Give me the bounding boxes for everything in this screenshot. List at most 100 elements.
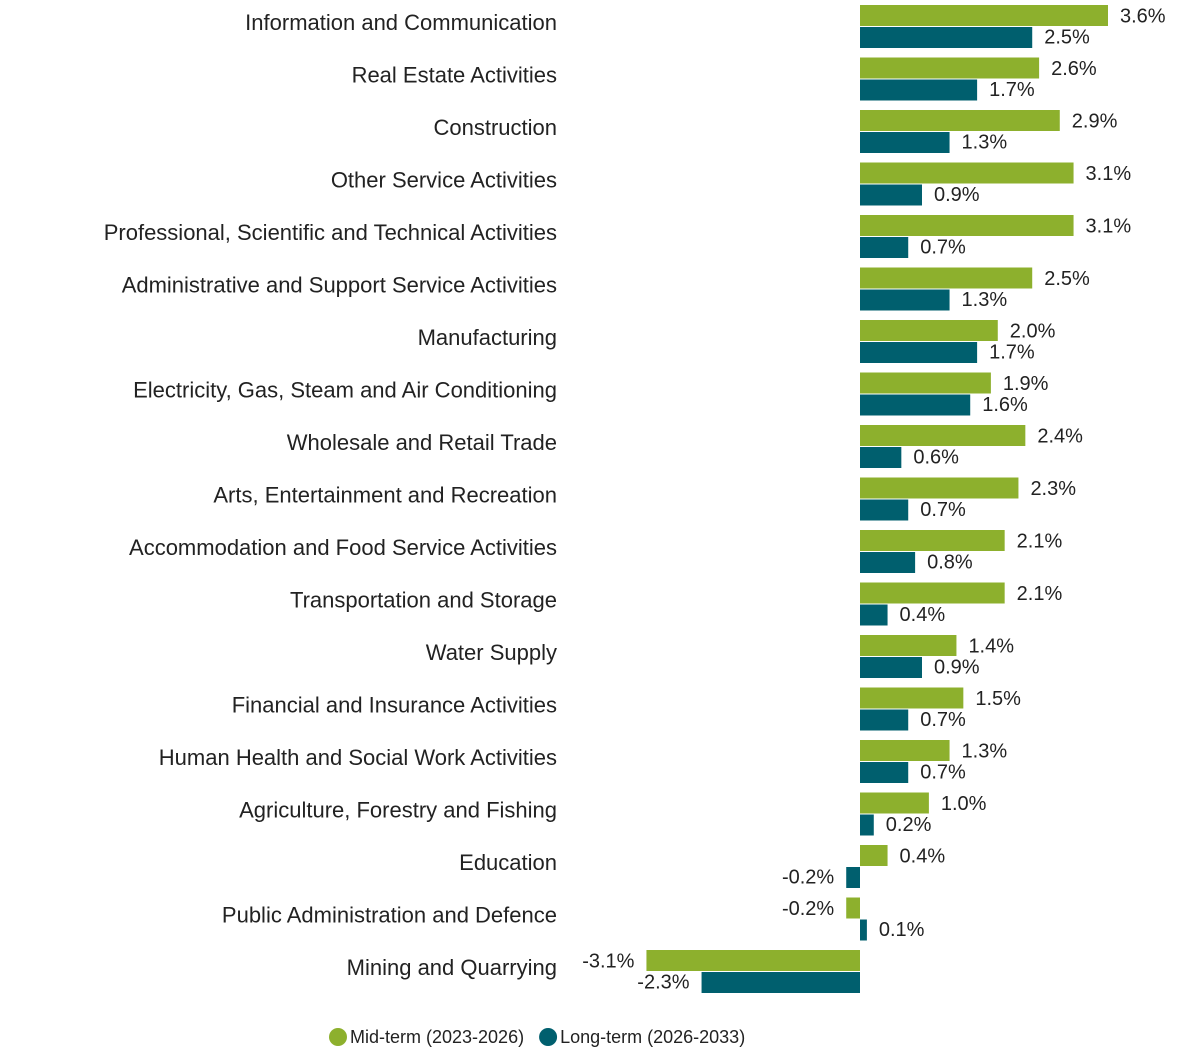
bar: [860, 530, 1005, 551]
bar: [860, 320, 998, 341]
legend-marker: [539, 1028, 558, 1046]
value-label: 1.5%: [975, 688, 1021, 710]
legend-label: Mid-term (2023-2026): [350, 1027, 524, 1047]
value-label: -0.2%: [782, 898, 834, 920]
value-label: 0.6%: [913, 446, 959, 468]
bar: [860, 709, 909, 731]
value-label: 3.1%: [1086, 163, 1132, 185]
bar: [860, 814, 874, 836]
category-label: Wholesale and Retail Trade: [287, 430, 557, 455]
category-label: Construction: [433, 115, 557, 140]
bar: [860, 162, 1074, 184]
bar: [860, 792, 929, 814]
value-label: 2.0%: [1010, 320, 1056, 342]
value-label: 1.7%: [989, 79, 1035, 101]
value-label: 0.7%: [920, 499, 966, 521]
category-label: Real Estate Activities: [352, 62, 557, 87]
bar: [860, 919, 867, 941]
value-label: 2.1%: [1017, 530, 1063, 552]
bar: [860, 342, 978, 363]
bar: [860, 79, 978, 101]
category-label: Transportation and Storage: [290, 587, 557, 612]
bar: [860, 740, 950, 761]
legend-marker: [329, 1028, 347, 1046]
category-label: Water Supply: [426, 640, 557, 665]
bar: [860, 687, 964, 709]
category-label: Administrative and Support Service Activ…: [122, 272, 557, 297]
bar: [860, 5, 1108, 26]
category-label: Information and Communication: [245, 10, 557, 35]
bar: [846, 867, 860, 888]
category-label: Agriculture, Forestry and Fishing: [239, 797, 557, 822]
value-label: 3.6%: [1120, 5, 1166, 27]
value-label: -3.1%: [582, 950, 634, 972]
category-label: Arts, Entertainment and Recreation: [213, 482, 557, 507]
bar: [860, 845, 888, 866]
bar: [860, 110, 1060, 131]
legend-label: Long-term (2026-2033): [560, 1027, 745, 1047]
value-label: 1.6%: [982, 394, 1028, 416]
value-label: 1.4%: [968, 635, 1014, 657]
value-label: 0.1%: [879, 919, 925, 941]
value-label: -0.2%: [782, 866, 834, 888]
category-label: Accommodation and Food Service Activitie…: [129, 535, 557, 560]
value-label: 0.9%: [934, 656, 980, 678]
value-label: 2.9%: [1072, 110, 1118, 132]
value-label: 1.3%: [962, 131, 1008, 153]
bar: [860, 657, 922, 678]
bar: [846, 897, 860, 919]
category-label: Education: [459, 850, 557, 875]
value-label: 0.4%: [900, 845, 946, 867]
bar: [860, 425, 1026, 446]
value-label: 2.5%: [1044, 26, 1090, 48]
value-label: 2.6%: [1051, 58, 1097, 80]
bar: [860, 762, 909, 783]
bar: [860, 552, 916, 573]
bar: [646, 950, 860, 971]
category-label: Human Health and Social Work Activities: [159, 745, 557, 770]
bar: [860, 289, 950, 311]
bar: [860, 477, 1019, 499]
value-label: -2.3%: [637, 971, 689, 993]
category-label: Other Service Activities: [331, 167, 557, 192]
category-label: Financial and Insurance Activities: [232, 692, 557, 717]
bar: [860, 447, 902, 468]
category-label: Mining and Quarrying: [347, 955, 557, 980]
bar: [860, 582, 1005, 604]
value-label: 0.7%: [920, 761, 966, 783]
value-label: 1.3%: [962, 740, 1008, 762]
value-label: 1.3%: [962, 289, 1008, 311]
bar: [860, 394, 971, 416]
value-label: 2.4%: [1037, 425, 1083, 447]
bar: [860, 237, 909, 258]
value-label: 0.9%: [934, 184, 980, 206]
value-label: 1.0%: [941, 793, 987, 815]
value-label: 0.7%: [920, 709, 966, 731]
bar: [860, 57, 1040, 79]
category-label: Professional, Scientific and Technical A…: [104, 220, 557, 245]
category-label: Electricity, Gas, Steam and Air Conditio…: [133, 377, 557, 402]
bar: [860, 635, 957, 656]
bar: [860, 267, 1033, 289]
bar: [701, 972, 860, 993]
category-label: Manufacturing: [418, 325, 557, 350]
value-label: 1.9%: [1003, 373, 1049, 395]
value-label: 0.7%: [920, 236, 966, 258]
bar: [860, 184, 922, 206]
value-label: 3.1%: [1086, 215, 1132, 237]
bar: [860, 132, 950, 153]
bar: [860, 27, 1033, 48]
value-label: 2.1%: [1017, 583, 1063, 605]
value-label: 2.5%: [1044, 268, 1090, 290]
value-label: 0.4%: [900, 604, 946, 626]
bar: [860, 499, 909, 521]
value-label: 0.8%: [927, 551, 973, 573]
value-label: 0.2%: [886, 814, 932, 836]
bar: [860, 215, 1074, 236]
value-label: 1.7%: [989, 341, 1035, 363]
bar: [860, 604, 888, 626]
value-label: 2.3%: [1030, 478, 1076, 500]
category-label: Public Administration and Defence: [222, 902, 557, 927]
bar: [860, 372, 991, 394]
